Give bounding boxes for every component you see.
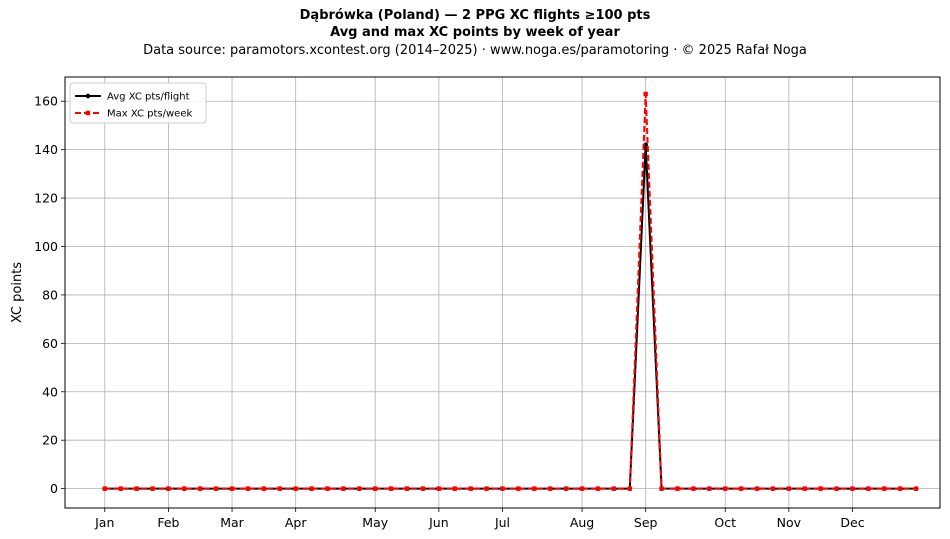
data-point [373, 486, 378, 491]
data-point [134, 486, 139, 491]
data-point [468, 486, 473, 491]
x-tick-label: Nov [777, 515, 802, 530]
data-point [500, 486, 505, 491]
data-point [913, 486, 919, 491]
y-tick-label: 160 [34, 94, 58, 109]
x-tick-label: Jul [494, 515, 510, 530]
data-point [754, 486, 760, 491]
chart-subtitle: Avg and max XC points by week of year [330, 25, 620, 40]
data-point [420, 486, 426, 491]
legend-label: Max XC pts/week [107, 109, 192, 120]
data-point [182, 486, 187, 491]
y-tick-label: 0 [50, 481, 58, 496]
data-point [229, 486, 235, 491]
data-point [325, 486, 330, 491]
y-axis-label: XC points [10, 262, 25, 323]
axis-ticks: 0 20 40 60 80 100 120 140 160 Jan Feb Mar Apr May Jun J… [34, 94, 865, 530]
y-tick-label: 140 [34, 142, 58, 157]
data-point [309, 486, 314, 491]
y-tick-label: 80 [42, 287, 58, 302]
y-tick-label: 60 [42, 336, 58, 351]
data-point [898, 486, 903, 491]
series-avg [102, 142, 919, 491]
data-point [643, 91, 648, 97]
data-point [452, 486, 457, 491]
data-point [261, 486, 267, 491]
x-tick-label: Dec [840, 515, 864, 530]
data-point [102, 486, 107, 491]
data-point [563, 486, 569, 491]
data-point [850, 486, 855, 491]
series-line [104, 143, 917, 490]
x-tick-label: Oct [714, 515, 736, 530]
chart-source-note: Data source: paramotors.xcontest.org (20… [143, 43, 807, 58]
y-tick-label: 100 [34, 239, 58, 254]
chart-title: Dąbrówka (Poland) — 2 PPG XC flights ≥10… [299, 8, 651, 23]
data-point [293, 486, 298, 491]
data-point [277, 486, 282, 491]
y-tick-label: 20 [42, 433, 58, 448]
data-point [548, 486, 553, 491]
y-tick-label: 120 [34, 191, 58, 206]
data-point [595, 486, 601, 491]
data-point [723, 486, 728, 491]
data-point [786, 486, 792, 491]
legend-marker [85, 93, 91, 99]
data-point [245, 486, 251, 491]
data-point [436, 486, 442, 491]
data-point [118, 486, 123, 491]
data-point [675, 486, 680, 491]
data-point [802, 486, 807, 491]
data-point [770, 486, 776, 491]
data-point [532, 486, 537, 491]
x-tick-label: Apr [285, 515, 307, 530]
data-point [691, 486, 696, 491]
data-point [516, 486, 521, 491]
data-point [213, 486, 219, 491]
data-point [404, 486, 410, 491]
data-point [611, 486, 617, 491]
x-tick-label: Jun [428, 515, 449, 530]
data-point [818, 486, 823, 491]
x-tick-label: Mar [220, 515, 244, 530]
data-point [341, 486, 346, 491]
y-tick-label: 40 [42, 384, 58, 399]
data-point [579, 486, 585, 491]
data-point [357, 486, 362, 491]
data-point [882, 486, 887, 491]
grid-lines [65, 77, 940, 508]
data-point [834, 486, 839, 491]
x-tick-label: May [362, 515, 388, 530]
legend-box [69, 82, 207, 124]
data-point [166, 486, 171, 491]
legend-label: Avg XC pts/flight [107, 92, 190, 103]
x-tick-label: Feb [157, 515, 179, 530]
data-point [484, 486, 489, 491]
x-tick-label: Jan [94, 515, 114, 530]
legend-marker [85, 110, 91, 116]
x-tick-label: Aug [570, 515, 594, 530]
data-point [198, 486, 203, 491]
series-max [102, 91, 919, 491]
data-point [866, 486, 871, 491]
data-point [627, 486, 632, 491]
data-point [707, 486, 712, 491]
data-point [738, 486, 744, 491]
data-point [150, 486, 155, 491]
series-layer [102, 91, 919, 491]
data-point [388, 486, 394, 491]
series-line [104, 92, 917, 490]
data-point [659, 486, 664, 491]
legend: Avg XC pts/flight Max XC pts/week [69, 82, 207, 124]
x-tick-label: Sep [634, 515, 658, 530]
